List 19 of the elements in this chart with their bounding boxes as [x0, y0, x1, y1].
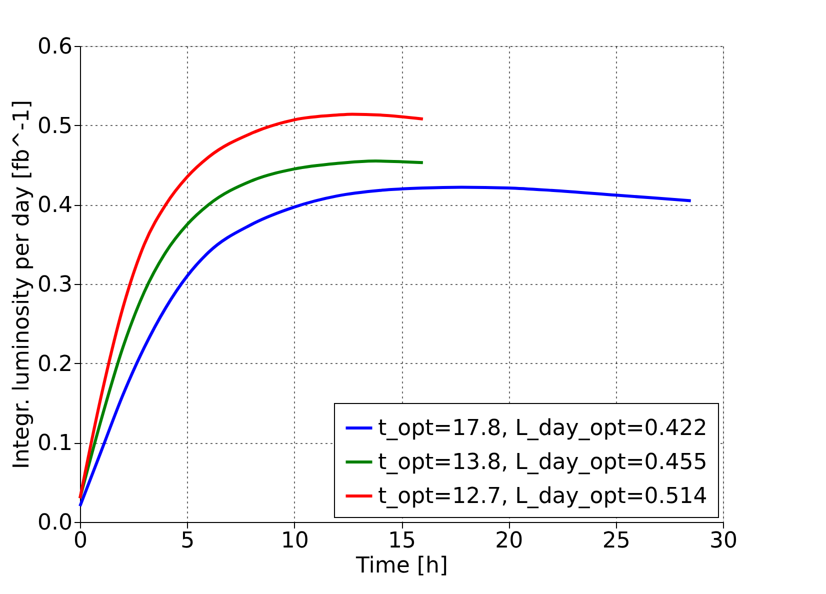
y-tick-label: 0.5 — [38, 114, 72, 139]
y-tick-label: 0.6 — [38, 34, 72, 60]
legend-label: t_opt=12.7, L_day_opt=0.514 — [378, 484, 708, 509]
x-axis-title: Time [h] — [355, 554, 448, 578]
x-tick-label: 25 — [602, 528, 630, 554]
x-tick-label: 15 — [388, 528, 416, 554]
x-tick-label: 5 — [180, 528, 195, 554]
y-tick-label: 0.1 — [38, 431, 72, 456]
y-tick-label: 0.2 — [38, 352, 72, 377]
legend-label: t_opt=17.8, L_day_opt=0.422 — [378, 416, 708, 441]
y-tick-label: 0.0 — [38, 510, 72, 536]
x-tick-label: 0 — [74, 528, 88, 554]
x-tick-label: 20 — [495, 528, 524, 554]
y-axis-title: Integr. luminosity per day [fb^-1] — [10, 100, 35, 470]
x-tick-label: 30 — [710, 528, 738, 554]
legend-label: t_opt=13.8, L_day_opt=0.455 — [378, 450, 708, 475]
x-tick-label: 10 — [280, 528, 309, 554]
y-tick-label: 0.3 — [38, 272, 72, 298]
y-tick-label: 0.4 — [38, 193, 72, 218]
